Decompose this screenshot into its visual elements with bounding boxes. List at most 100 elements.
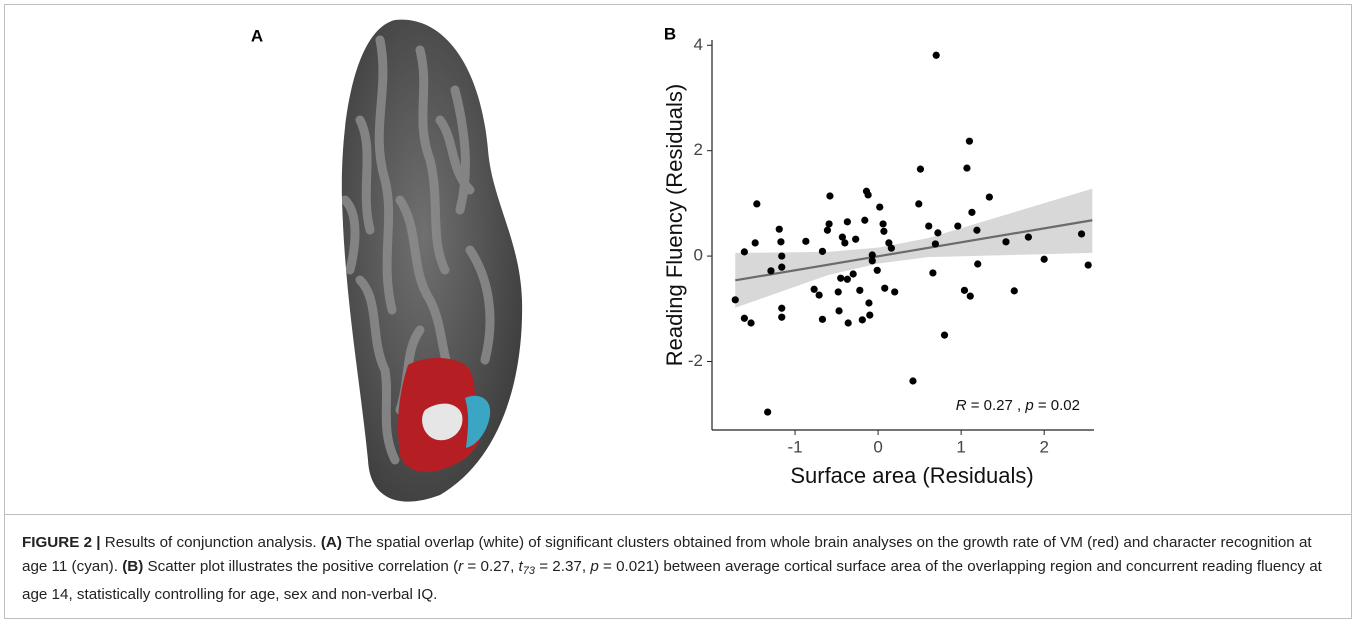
caption-run: p (590, 558, 599, 575)
caption-run: (B) (122, 558, 144, 575)
y-tick-label: 2 (694, 140, 703, 159)
data-point (876, 203, 884, 211)
data-point (777, 238, 785, 246)
data-point (864, 191, 872, 199)
data-point (868, 257, 876, 265)
data-point (880, 227, 888, 235)
data-point (858, 316, 866, 324)
data-point (740, 248, 748, 256)
data-point (873, 266, 881, 274)
data-point (740, 314, 748, 322)
caption-run: = 2.37, (535, 558, 591, 575)
data-point (932, 51, 940, 59)
data-point (802, 237, 810, 245)
data-point (881, 284, 889, 292)
data-point (838, 233, 846, 241)
data-point (835, 307, 843, 315)
data-point (915, 200, 923, 208)
separator (4, 514, 1352, 515)
data-point (849, 270, 857, 278)
caption-run: Scatter plot illustrates the positive co… (143, 558, 459, 575)
fit-line (735, 219, 1093, 282)
y-tick-label: 0 (694, 246, 703, 265)
data-point (963, 164, 971, 172)
data-point (834, 288, 842, 296)
data-point (865, 299, 873, 307)
data-point (826, 192, 834, 200)
data-point (934, 229, 942, 237)
annotation-part: p (1024, 397, 1033, 414)
data-point (852, 235, 860, 243)
data-point (879, 220, 887, 228)
overlap-region (422, 403, 463, 441)
data-point (775, 225, 783, 233)
annotation-part: = 0.02 (1034, 397, 1080, 414)
data-point (1010, 287, 1018, 295)
data-point (968, 208, 976, 216)
data-point (931, 240, 939, 248)
data-point (1077, 230, 1086, 238)
data-point (868, 251, 876, 259)
data-point (841, 239, 849, 247)
caption-run: Results of conjunction analysis. (100, 534, 321, 551)
x-tick-label: 1 (956, 437, 965, 456)
sulci (341, 35, 495, 465)
data-point (778, 252, 786, 260)
panel-label: A (251, 26, 263, 45)
y-tick-label: -2 (688, 351, 703, 370)
figure-frame (4, 4, 1352, 619)
data-point (916, 165, 925, 173)
caption-run: = 0.27, (463, 558, 519, 575)
annotation-part: R (956, 397, 967, 414)
data-point (974, 260, 982, 268)
data-point (764, 408, 772, 416)
data-point (778, 304, 786, 312)
caption-run: t (518, 558, 523, 575)
data-point (818, 315, 827, 323)
data-point (891, 288, 899, 296)
data-point (1040, 255, 1048, 263)
data-point (753, 200, 761, 208)
caption-run: 73 (522, 565, 535, 577)
x-tick-label: 0 (873, 437, 882, 456)
caption-run: (A) (320, 534, 342, 551)
data-point (843, 275, 851, 283)
brain-panel: A (251, 19, 523, 502)
data-point (844, 319, 852, 327)
caption-run: = 0.021) between average cortical surfac… (22, 558, 1322, 603)
x-tick-label: 2 (1039, 437, 1048, 456)
data-point (866, 311, 874, 319)
data-point (843, 218, 851, 226)
data-point (810, 285, 818, 293)
data-point (887, 244, 895, 252)
data-point (731, 296, 739, 304)
data-point (856, 286, 864, 294)
data-point (861, 216, 869, 224)
data-point (767, 267, 775, 275)
data-point (940, 331, 949, 339)
data-point (960, 286, 969, 294)
data-point (778, 263, 786, 271)
data-point (965, 137, 974, 145)
data-point (966, 292, 974, 300)
caption-run: r (458, 558, 464, 575)
data-point (778, 313, 786, 321)
y-tick-label: 4 (694, 35, 703, 54)
y-axis-label: Reading Fluency (Residuals) (662, 84, 687, 366)
data-point (825, 220, 833, 228)
caption: FIGURE 2 | Results of conjunction analys… (22, 531, 1340, 607)
data-point (815, 291, 823, 299)
annotation: R = 0.27 , p = 0.02 (956, 397, 1080, 414)
cyan-region (465, 395, 491, 448)
data-point (747, 319, 755, 327)
data-point (954, 222, 962, 230)
data-point (1002, 238, 1010, 246)
data-point (837, 274, 845, 282)
data-point (823, 226, 832, 234)
confidence-band (735, 188, 1093, 308)
data-point (909, 377, 917, 385)
data-point (973, 226, 981, 234)
x-axis-label: Surface area (Residuals) (790, 463, 1033, 488)
caption-run: FIGURE 2 | (22, 534, 101, 551)
